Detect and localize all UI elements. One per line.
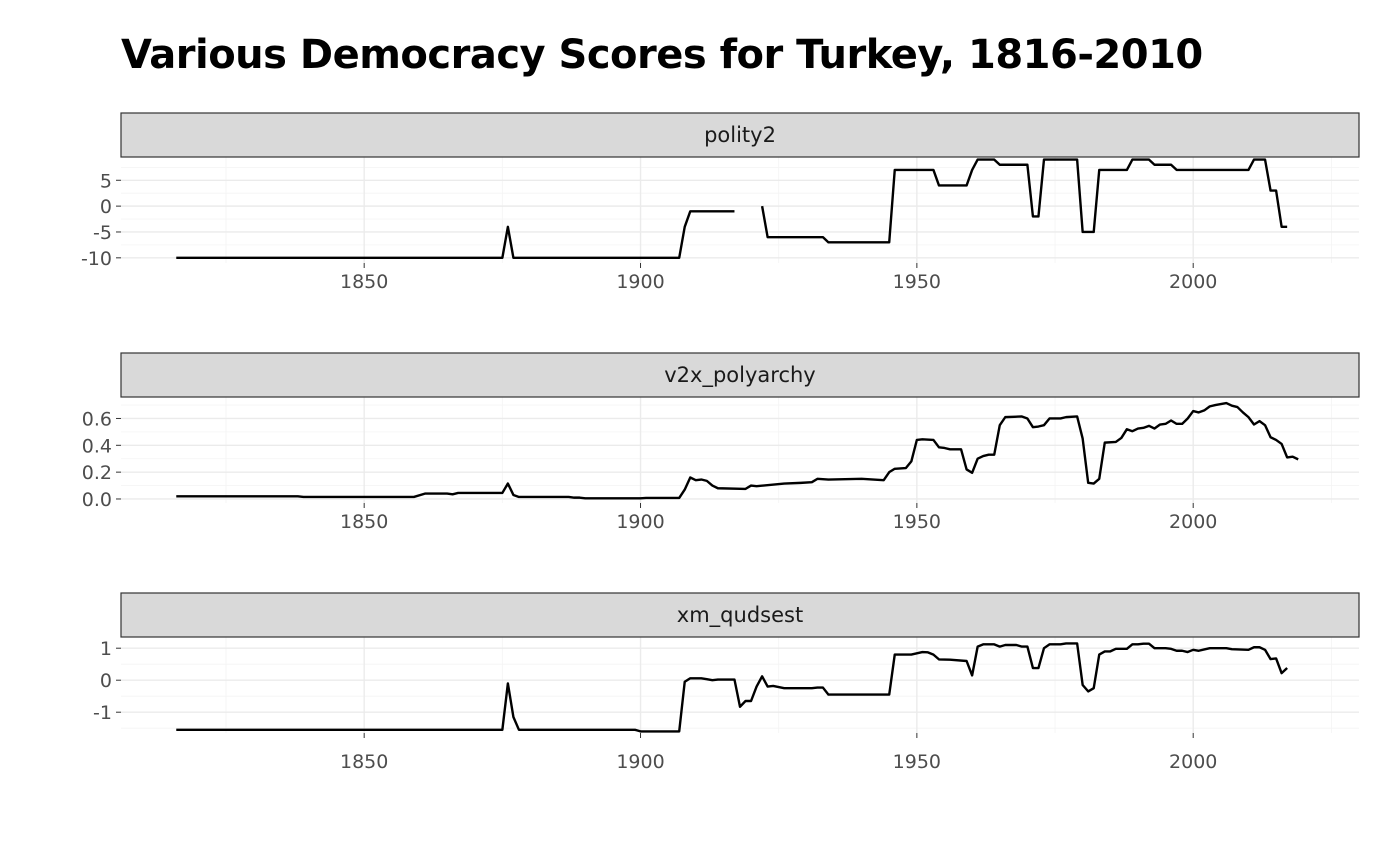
y-tick-label: 0: [100, 196, 112, 218]
x-tick-label: 1900: [616, 751, 664, 773]
x-tick-label: 2000: [1169, 751, 1217, 773]
x-tick-label: 1950: [893, 271, 941, 293]
facet-strip-label: xm_qudsest: [677, 603, 803, 628]
y-tick-label: 1: [100, 638, 112, 660]
facet-strip: [120, 592, 1360, 638]
facet-strip: [120, 352, 1360, 398]
x-tick-label: 2000: [1169, 271, 1217, 293]
chart-title: Various Democracy Scores for Turkey, 181…: [121, 32, 1203, 78]
x-tick-label: 1900: [616, 511, 664, 533]
x-tick-label: 1850: [340, 751, 388, 773]
x-tick-label: 1950: [893, 511, 941, 533]
y-tick-label: 0: [100, 670, 112, 692]
y-tick-label: 0.2: [82, 462, 112, 484]
series-line-polity2: [176, 210, 735, 260]
y-tick-label: -5: [93, 222, 112, 244]
series-line-polity2: [760, 158, 1288, 244]
y-tick-label: -1: [93, 702, 112, 724]
x-tick-label: 1900: [616, 271, 664, 293]
x-tick-label: 2000: [1169, 511, 1217, 533]
y-tick-label: 0.0: [82, 489, 112, 511]
y-tick-label: 0.6: [82, 408, 112, 430]
x-tick-label: 1850: [340, 511, 388, 533]
x-tick-label: 1950: [893, 751, 941, 773]
x-tick-label: 1850: [340, 271, 388, 293]
y-tick-label: -10: [81, 248, 112, 270]
y-tick-label: 0.4: [82, 435, 112, 457]
facet-strip: [120, 112, 1360, 158]
y-tick-label: 5: [100, 170, 112, 192]
series-line-v2x_polyarchy: [176, 401, 1299, 500]
series-line-xm_qudsest: [176, 642, 1288, 733]
facet-strip-label: v2x_polyarchy: [664, 363, 815, 388]
facet-strip-label: polity2: [704, 123, 776, 147]
